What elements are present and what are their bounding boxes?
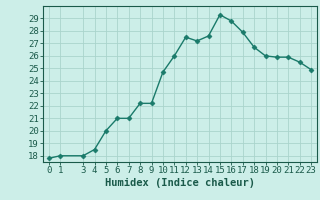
X-axis label: Humidex (Indice chaleur): Humidex (Indice chaleur) [105, 178, 255, 188]
